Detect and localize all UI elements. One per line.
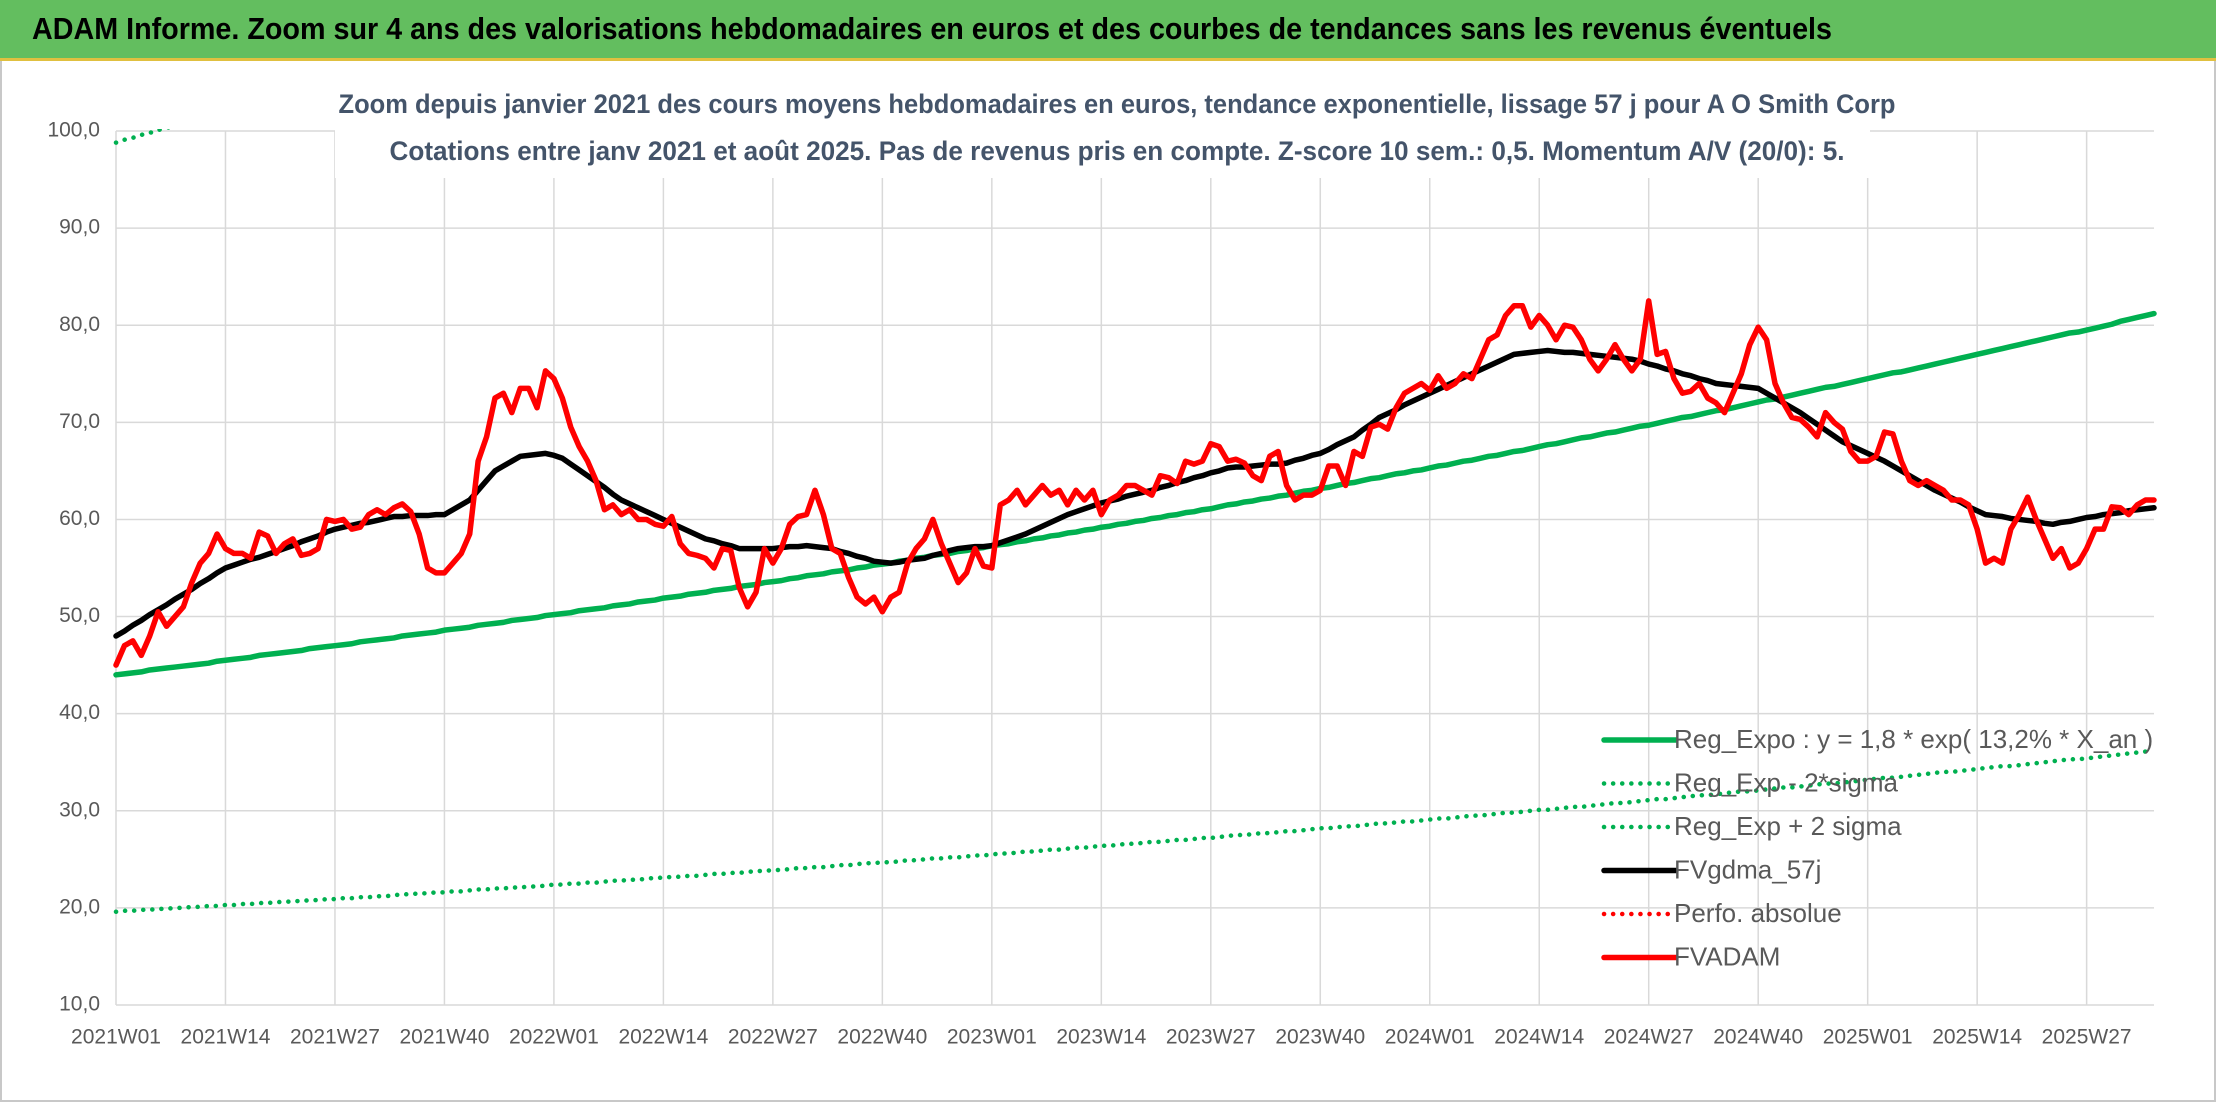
x-tick-label: 2021W40	[399, 1026, 489, 1049]
legend-label: Reg_Expo : y = 1,8 * exp( 13,2% * X_an )	[1674, 724, 2153, 754]
x-tick-label: 2021W14	[181, 1026, 271, 1049]
chart-subtitle: Zoom depuis janvier 2021 des cours moyen…	[339, 89, 1896, 119]
y-tick-label: 40,0	[59, 701, 100, 724]
chart-subtitle: Cotations entre janv 2021 et août 2025. …	[390, 136, 1845, 166]
x-tick-label: 2021W01	[71, 1026, 161, 1049]
x-tick-label: 2022W14	[618, 1026, 708, 1049]
legend-label: Perfo. absolue	[1674, 898, 1842, 928]
grid: 10,0 20,0 30,0 40,0 50,0 60,0 70,0 80,0 90,0 100,…	[47, 119, 2154, 1049]
x-tick-label: 2023W27	[1166, 1026, 1256, 1049]
legend-label: Reg_Exp + 2 sigma	[1674, 811, 1902, 841]
x-tick-label: 2024W01	[1385, 1026, 1475, 1049]
y-tick-label: 50,0	[59, 604, 100, 627]
series-line	[113, 347, 2157, 639]
x-tick-label: 2025W14	[1932, 1026, 2022, 1049]
legend-label: FVgdma_57j	[1674, 854, 1821, 884]
header-rule	[0, 58, 2216, 61]
y-tick-label: 60,0	[59, 507, 100, 530]
y-tick-label: 10,0	[59, 993, 100, 1016]
x-tick-label: 2023W01	[947, 1026, 1037, 1049]
header-bar	[0, 0, 2216, 58]
x-tick-label: 2022W27	[728, 1026, 818, 1049]
series-line	[113, 298, 2157, 668]
legend-label: FVADAM	[1674, 941, 1780, 971]
y-tick-label: 70,0	[59, 410, 100, 433]
x-tick-label: 2024W14	[1494, 1026, 1584, 1049]
x-tick-label: 2022W01	[509, 1026, 599, 1049]
x-tick-label: 2025W27	[2042, 1026, 2132, 1049]
y-tick-label: 20,0	[59, 895, 100, 918]
series-line	[113, 310, 2157, 678]
y-tick-label: 30,0	[59, 798, 100, 821]
x-tick-label: 2024W40	[1713, 1026, 1803, 1049]
legend: Reg_Expo : y = 1,8 * exp( 13,2% * X_an )…	[1601, 724, 2153, 971]
y-tick-label: 90,0	[59, 216, 100, 239]
plot-area	[113, 129, 2157, 915]
x-tick-label: 2024W27	[1604, 1026, 1694, 1049]
subtitle-box	[335, 82, 1870, 178]
chart-title: ADAM Informe. Zoom sur 4 ans des valoris…	[32, 11, 1832, 46]
y-tick-label: 80,0	[59, 313, 100, 336]
legend-label: Reg_Exp - 2*sigma	[1674, 767, 1899, 797]
x-tick-label: 2023W14	[1056, 1026, 1146, 1049]
x-tick-label: 2022W40	[837, 1026, 927, 1049]
x-tick-label: 2025W01	[1823, 1026, 1913, 1049]
x-tick-label: 2021W27	[290, 1026, 380, 1049]
x-tick-label: 2023W40	[1275, 1026, 1365, 1049]
y-tick-label: 100,0	[47, 119, 100, 142]
